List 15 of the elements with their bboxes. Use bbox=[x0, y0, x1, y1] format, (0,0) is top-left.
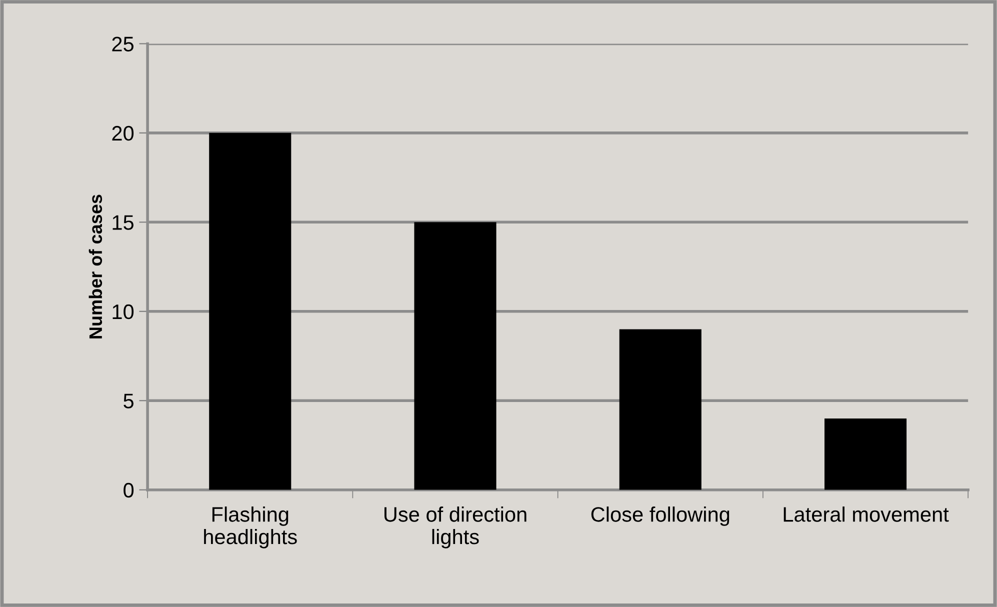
y-tick-label: 20 bbox=[112, 126, 134, 141]
bar bbox=[824, 418, 907, 490]
y-tick-label: 25 bbox=[112, 36, 134, 52]
y-tick-label: 5 bbox=[124, 394, 134, 408]
y-tick-label: 10 bbox=[112, 304, 134, 320]
bar bbox=[619, 329, 702, 490]
bar bbox=[209, 132, 292, 490]
bar bbox=[414, 222, 496, 490]
y-tick-label: 0 bbox=[124, 482, 134, 498]
x-tick-label: Flashing headlights bbox=[204, 506, 297, 548]
x-tick-label: Close following bbox=[591, 506, 730, 526]
y-tick-label: 15 bbox=[112, 215, 134, 230]
y-axis-title: Number of cases bbox=[88, 194, 102, 338]
x-tick-label: Lateral movement bbox=[784, 506, 949, 522]
x-tick-label: Use of direction lights bbox=[384, 506, 526, 548]
